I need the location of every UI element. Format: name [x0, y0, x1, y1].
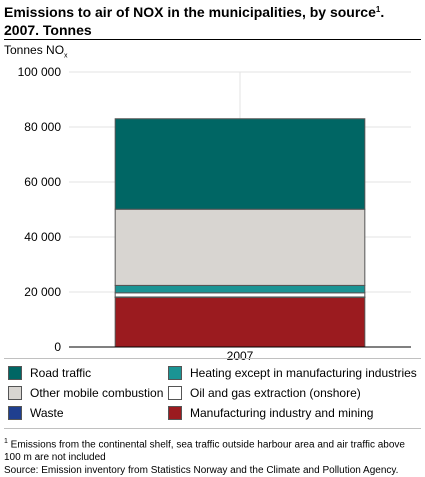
- legend-label: Waste: [30, 406, 64, 420]
- y-tick-label: 60 000: [24, 175, 61, 189]
- footnote-source: Source: Emission inventory from Statisti…: [4, 465, 399, 477]
- legend-label: Other mobile combustion: [30, 386, 164, 400]
- y-tick-label: 20 000: [24, 285, 61, 299]
- legend-swatch: [8, 366, 22, 380]
- y-tick-label: 0: [54, 340, 61, 354]
- stacked-bar-chart: 0 20 000 40 000 60 000 80 000 100 000 2007: [18, 65, 411, 360]
- chart-title-footnote-marker: 1: [375, 5, 381, 14]
- bar-segment: [114, 208, 366, 286]
- y-tick-label: 100 000: [18, 65, 62, 79]
- footnote-text: Emissions from the continental shelf, se…: [4, 439, 405, 464]
- legend-item: Waste: [8, 406, 64, 420]
- y-axis-label-text: Tonnes NO: [4, 43, 65, 57]
- legend-label: Heating except in manufacturing industri…: [190, 366, 417, 380]
- bar-segment: [114, 297, 366, 348]
- legend-top-divider: [4, 358, 421, 359]
- bar-segment: [114, 292, 366, 298]
- chart-title: Emissions to air of NOX in the municipal…: [4, 3, 422, 39]
- footnote-marker: 1: [4, 438, 8, 445]
- legend-swatch: [168, 406, 182, 420]
- legend-label: Oil and gas extraction (onshore): [190, 386, 361, 400]
- y-axis-label: Tonnes NOx: [4, 43, 68, 63]
- footnote-note: 1 Emissions from the continental shelf, …: [4, 435, 422, 464]
- footnote: 1 Emissions from the continental shelf, …: [4, 435, 422, 477]
- x-tick-label: 2007: [227, 349, 254, 360]
- chart-title-main: Emissions to air of NOX in the municipal…: [4, 4, 376, 20]
- legend-swatch: [168, 366, 182, 380]
- legend-swatch: [8, 386, 22, 400]
- legend-item: Oil and gas extraction (onshore): [168, 386, 361, 400]
- chart-title-suffix: . 2007. Tonnes: [4, 4, 385, 38]
- legend-bottom-divider: [4, 428, 421, 429]
- y-axis-label-subscript: x: [64, 52, 68, 60]
- legend-item: Manufacturing industry and mining: [168, 406, 373, 420]
- y-tick-label: 80 000: [24, 120, 61, 134]
- legend-swatch: [168, 386, 182, 400]
- y-tick-label: 40 000: [24, 230, 61, 244]
- title-divider: [4, 39, 421, 40]
- bar-segment: [114, 284, 366, 294]
- legend-item: Other mobile combustion: [8, 386, 163, 400]
- legend-label: Road traffic: [30, 366, 92, 380]
- bar-segment: [114, 118, 366, 210]
- legend-swatch: [8, 406, 22, 420]
- legend-item: Heating except in manufacturing industri…: [168, 366, 417, 380]
- legend-label: Manufacturing industry and mining: [190, 406, 374, 420]
- legend-item: Road traffic: [8, 366, 91, 380]
